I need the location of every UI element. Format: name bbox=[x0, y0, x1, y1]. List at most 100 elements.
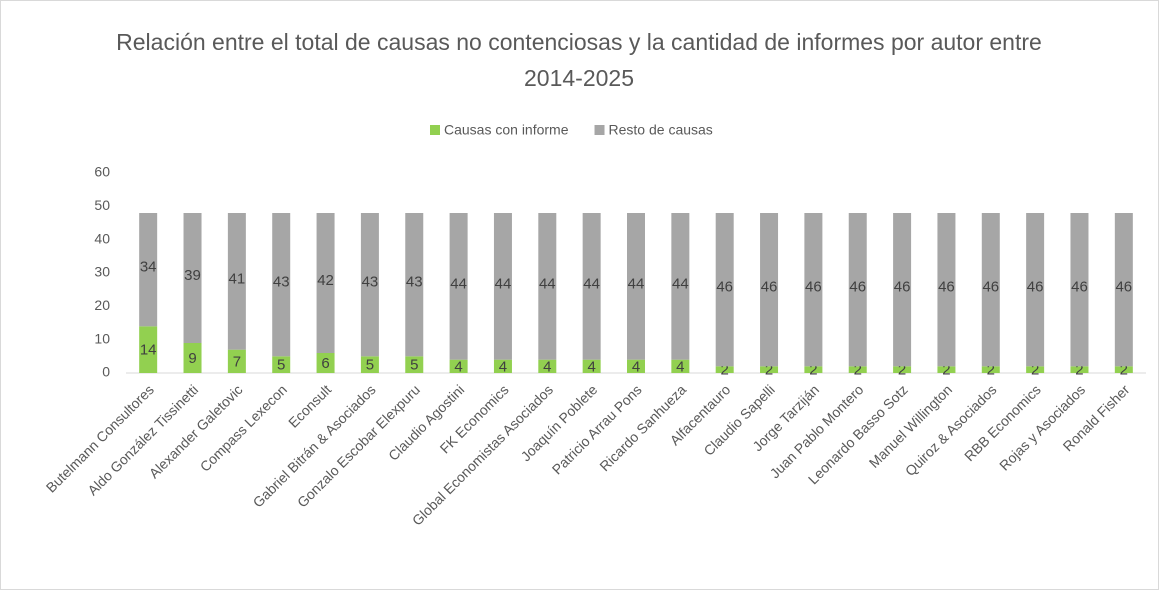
legend-label: Resto de causas bbox=[609, 122, 713, 138]
bar-segment bbox=[272, 356, 291, 373]
value-label: 2 bbox=[942, 362, 950, 379]
value-label: 44 bbox=[495, 275, 512, 292]
value-label: 46 bbox=[805, 279, 822, 296]
bar-segment bbox=[627, 359, 645, 373]
value-label: 46 bbox=[938, 279, 955, 296]
value-label: 7 bbox=[233, 353, 241, 370]
y-tick-label: 60 bbox=[94, 164, 110, 180]
value-label: 46 bbox=[761, 279, 778, 296]
bar-segment bbox=[627, 213, 645, 360]
value-label: 46 bbox=[1027, 279, 1044, 296]
value-label: 2 bbox=[1120, 362, 1128, 379]
value-label: 46 bbox=[849, 279, 866, 296]
bar-segment bbox=[183, 213, 202, 343]
bar-segment bbox=[1026, 366, 1045, 373]
value-label: 43 bbox=[273, 274, 290, 291]
value-label: 46 bbox=[1115, 279, 1132, 296]
bar-segment bbox=[671, 213, 690, 360]
y-tick-label: 30 bbox=[94, 264, 110, 280]
y-tick-label: 50 bbox=[94, 197, 110, 213]
legend-label: Causas con informe bbox=[444, 122, 569, 138]
value-label: 2 bbox=[809, 362, 817, 379]
bar-segment bbox=[405, 356, 424, 373]
value-label: 2 bbox=[1031, 362, 1039, 379]
bar-segment bbox=[715, 213, 734, 367]
bar-segment bbox=[937, 366, 956, 373]
bar-segment bbox=[227, 213, 246, 350]
bar-segment bbox=[183, 343, 202, 373]
bar-segment bbox=[804, 366, 823, 373]
value-label: 4 bbox=[543, 358, 551, 375]
value-label: 39 bbox=[184, 267, 201, 284]
y-tick-label: 10 bbox=[94, 330, 110, 346]
bar-segment bbox=[1070, 213, 1089, 367]
y-tick-label: 0 bbox=[102, 364, 110, 380]
bar-segment bbox=[139, 326, 158, 373]
bar-segment bbox=[671, 359, 690, 373]
y-tick-label: 20 bbox=[94, 297, 110, 313]
bar-segment bbox=[1114, 213, 1133, 367]
value-label: 2 bbox=[721, 362, 729, 379]
bar-segment bbox=[538, 213, 557, 360]
value-label: 46 bbox=[894, 279, 911, 296]
bar-segment bbox=[405, 213, 424, 357]
bar-segment bbox=[316, 213, 335, 353]
bar-segment bbox=[582, 213, 601, 360]
value-label: 44 bbox=[583, 275, 600, 292]
bar-segment bbox=[538, 359, 557, 373]
bar-segment bbox=[981, 366, 1000, 373]
bar-segment bbox=[493, 213, 512, 360]
value-label: 46 bbox=[1071, 279, 1088, 296]
value-label: 46 bbox=[982, 279, 999, 296]
bar-segment bbox=[360, 213, 379, 357]
value-label: 42 bbox=[317, 272, 334, 289]
bar-segment bbox=[848, 213, 867, 367]
value-label: 44 bbox=[539, 275, 556, 292]
x-tick-label: RBB Economics bbox=[961, 381, 1044, 464]
bar-segment bbox=[493, 359, 512, 373]
value-label: 44 bbox=[450, 275, 467, 292]
bar-segment bbox=[139, 213, 158, 327]
value-label: 9 bbox=[188, 350, 196, 367]
x-tick-label: Manuel Willington bbox=[866, 381, 955, 470]
value-label: 2 bbox=[1075, 362, 1083, 379]
bar-segment bbox=[893, 366, 912, 373]
bar-segment bbox=[981, 213, 1000, 367]
value-label: 44 bbox=[672, 275, 689, 292]
value-label: 6 bbox=[321, 355, 329, 372]
bar-segment bbox=[1026, 213, 1045, 367]
x-tick-label: Joaquín Poblete bbox=[518, 381, 601, 464]
bar-segment bbox=[804, 213, 823, 367]
value-label: 14 bbox=[140, 342, 157, 359]
value-label: 2 bbox=[765, 362, 773, 379]
bar-segment bbox=[449, 213, 468, 360]
bar-segment bbox=[1114, 366, 1133, 373]
value-label: 41 bbox=[229, 270, 246, 287]
value-label: 2 bbox=[898, 362, 906, 379]
value-label: 44 bbox=[628, 275, 645, 292]
value-label: 34 bbox=[140, 259, 157, 276]
x-tick-label: Claudio Agostini bbox=[385, 381, 467, 463]
value-label: 43 bbox=[362, 274, 379, 291]
bar-segment bbox=[449, 359, 468, 373]
value-label: 5 bbox=[410, 357, 418, 374]
value-label: 4 bbox=[499, 358, 507, 375]
legend-swatch bbox=[430, 125, 440, 135]
bar-segment bbox=[1070, 366, 1089, 373]
value-label: 43 bbox=[406, 274, 423, 291]
legend-swatch bbox=[594, 125, 605, 135]
bar-segment bbox=[360, 356, 379, 373]
bar-segment bbox=[937, 213, 956, 367]
bar-segment bbox=[715, 366, 734, 373]
bar-segment bbox=[893, 213, 912, 367]
bar-segment bbox=[582, 359, 601, 373]
value-label: 46 bbox=[716, 279, 733, 296]
bar-segment bbox=[760, 213, 779, 367]
value-label: 4 bbox=[632, 358, 640, 375]
value-label: 4 bbox=[676, 358, 684, 375]
bar-segment bbox=[227, 349, 246, 373]
value-label: 4 bbox=[454, 358, 462, 375]
chart-title: Relación entre el total de causas no con… bbox=[116, 29, 1042, 91]
